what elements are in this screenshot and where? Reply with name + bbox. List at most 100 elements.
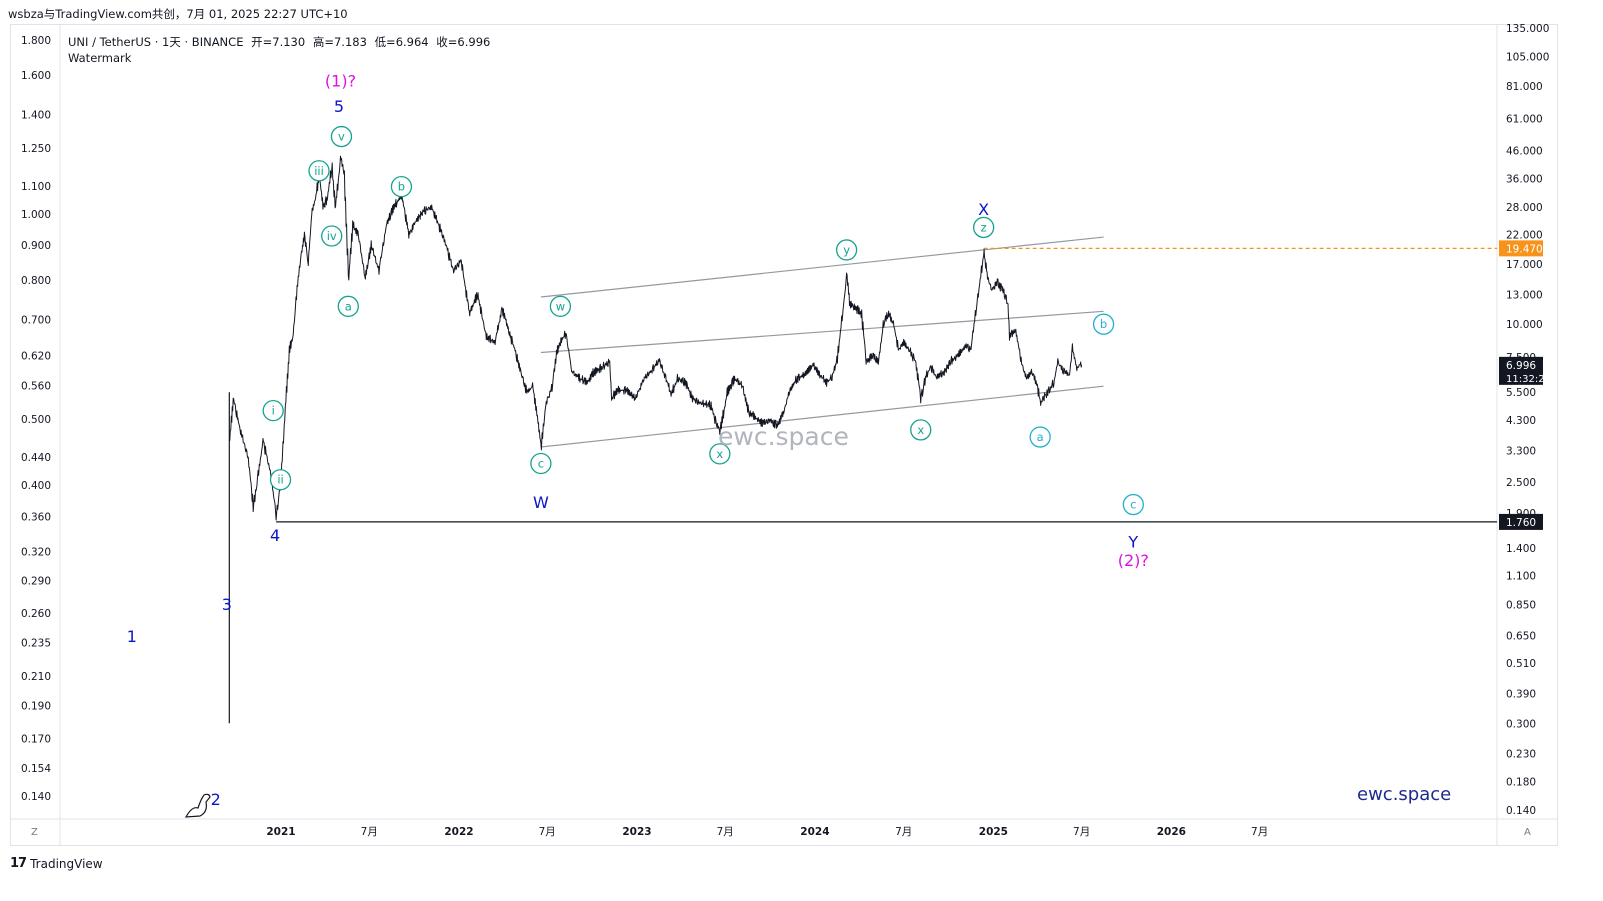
- left-axis-tick: 0.440: [21, 452, 51, 464]
- wave-label: x: [917, 423, 924, 437]
- legend-ohlc: UNI / TetherUS · 1天 · BINANCE 开=7.130 高=…: [68, 34, 494, 50]
- wave-circle: [1092, 313, 1115, 335]
- right-axis-tick: 28.000: [1506, 202, 1543, 214]
- legend-high: 高=7.183: [312, 35, 367, 49]
- price-badges: 19.470 6.996 11:32:29 1.760: [1499, 240, 1551, 530]
- left-axis-tick: 0.620: [21, 351, 51, 363]
- chart-caption: wsbza与TradingView.com共创，7月 01, 2025 22:2…: [8, 7, 348, 21]
- right-price-axis: 135.000 105.000 81.000 61.000 46.000 36.000 28…: [1506, 23, 1549, 817]
- left-price-axis: 1.800 1.600 1.400 1.250 1.100 1.000 0.900 0.800…: [21, 35, 51, 803]
- price-series: [228, 155, 1083, 724]
- legend-open: 开=7.130: [251, 35, 306, 49]
- time-axis-tick: 7月: [1073, 826, 1090, 838]
- wave-label: iii: [314, 164, 324, 178]
- tradingview-logo-icon: 17: [10, 856, 27, 871]
- wave-label: c: [1130, 498, 1136, 512]
- wave-circle: [330, 125, 353, 148]
- wave-circle: [390, 175, 413, 198]
- right-axis-tick: 0.230: [1506, 749, 1536, 761]
- right-axis-tick: 0.140: [1506, 805, 1536, 817]
- legend-low: 低=6.964: [374, 35, 429, 49]
- left-axis-tick: 0.154: [21, 763, 51, 775]
- right-axis-tick: 22.000: [1506, 229, 1543, 241]
- wave-label: i: [272, 404, 275, 418]
- left-axis-tick: 0.900: [21, 240, 51, 252]
- wave-label: 2: [211, 790, 221, 809]
- right-axis-tick: 5.500: [1506, 387, 1536, 399]
- wave-circle: [1122, 493, 1144, 516]
- time-axis-tick: 7月: [539, 826, 556, 838]
- time-axis-tick: 7月: [717, 826, 734, 838]
- right-axis-tick: 135.000: [1506, 23, 1549, 35]
- left-axis-tick: 0.140: [21, 791, 51, 803]
- wave-label: ii: [277, 473, 283, 487]
- left-axis-tick: 0.320: [21, 546, 51, 558]
- left-axis-tick: 0.235: [21, 638, 51, 650]
- wave-label: 3: [222, 595, 232, 614]
- dinosaur-icon: [184, 793, 211, 818]
- wave-circle: [530, 452, 552, 475]
- left-axis-tick: 0.170: [21, 734, 51, 746]
- wave-label: Y: [1127, 533, 1138, 552]
- channel-line-upper: [540, 236, 1104, 298]
- axis-lines: [10, 25, 1558, 846]
- left-axis-tick: 0.500: [21, 414, 51, 426]
- auto-scale-button[interactable]: A: [1524, 827, 1531, 838]
- left-axis-tick: 0.190: [21, 701, 51, 713]
- wave-circle: [269, 469, 292, 491]
- center-watermark: ewc.space: [718, 422, 849, 451]
- last-price-badge-bg: [1499, 356, 1543, 385]
- time-axis-tick: 2022: [444, 826, 473, 838]
- time-axis: 2021 7月 2022 7月 2023 7月 2024 7月 2025 7月 2026 7月: [266, 826, 1268, 838]
- left-axis-tick: 1.100: [21, 181, 51, 193]
- resistance-badge: 19.470: [1506, 243, 1543, 255]
- right-axis-tick: 10.000: [1506, 319, 1543, 331]
- wave-label: b: [398, 180, 405, 194]
- time-axis-tick: 2025: [979, 826, 1008, 838]
- timezone-button[interactable]: Z: [31, 827, 38, 838]
- wave-label: (2)?: [1118, 551, 1149, 570]
- channel-line-lower: [540, 385, 1104, 448]
- right-axis-tick: 105.000: [1506, 52, 1549, 64]
- support-badge-bg: [1499, 513, 1543, 530]
- left-axis-tick: 0.400: [21, 480, 51, 492]
- time-axis-tick: 2024: [800, 826, 829, 838]
- right-axis-tick: 1.100: [1506, 570, 1536, 582]
- wave-circle: [262, 399, 284, 422]
- left-axis-tick: 1.800: [21, 35, 51, 47]
- horizontal-levels: [276, 247, 1497, 523]
- time-axis-tick: 7月: [1251, 826, 1268, 838]
- right-axis-tick: 0.180: [1506, 776, 1536, 788]
- legend-watermark-label: Watermark: [68, 51, 132, 65]
- chart-frame: [10, 24, 1558, 846]
- right-axis-tick: 0.300: [1506, 718, 1536, 730]
- last-price-badge-countdown: 11:32:29: [1506, 374, 1551, 385]
- tradingview-footer: 17 TradingView: [10, 856, 103, 871]
- wave-label: W: [533, 493, 549, 512]
- right-axis-tick: 0.390: [1506, 688, 1536, 700]
- time-axis-tick: 2026: [1157, 826, 1186, 838]
- right-axis-tick: 2.500: [1506, 477, 1536, 489]
- left-axis-tick: 0.560: [21, 381, 51, 393]
- right-axis-tick: 1.400: [1506, 543, 1536, 555]
- time-axis-tick: 7月: [361, 826, 378, 838]
- wave-circle: [910, 419, 932, 441]
- time-axis-tick: 2021: [266, 826, 295, 838]
- right-axis-tick: 0.650: [1506, 630, 1536, 642]
- time-axis-tick: 2023: [622, 826, 651, 838]
- right-axis-tick: 0.510: [1506, 658, 1536, 670]
- wave-circle: [321, 225, 343, 247]
- wave-label: 4: [270, 526, 280, 545]
- wave-label: X: [978, 200, 989, 219]
- wave-circle: [308, 160, 330, 182]
- tradingview-name: TradingView: [30, 856, 103, 871]
- wave-label: a: [1037, 430, 1044, 444]
- right-axis-tick: 46.000: [1506, 146, 1543, 158]
- legend-close: 收=6.996: [436, 35, 491, 49]
- support-badge: 1.760: [1506, 517, 1536, 529]
- price-line: [229, 155, 1083, 521]
- right-axis-tick: 36.000: [1506, 173, 1543, 185]
- wave-label: v: [338, 130, 345, 144]
